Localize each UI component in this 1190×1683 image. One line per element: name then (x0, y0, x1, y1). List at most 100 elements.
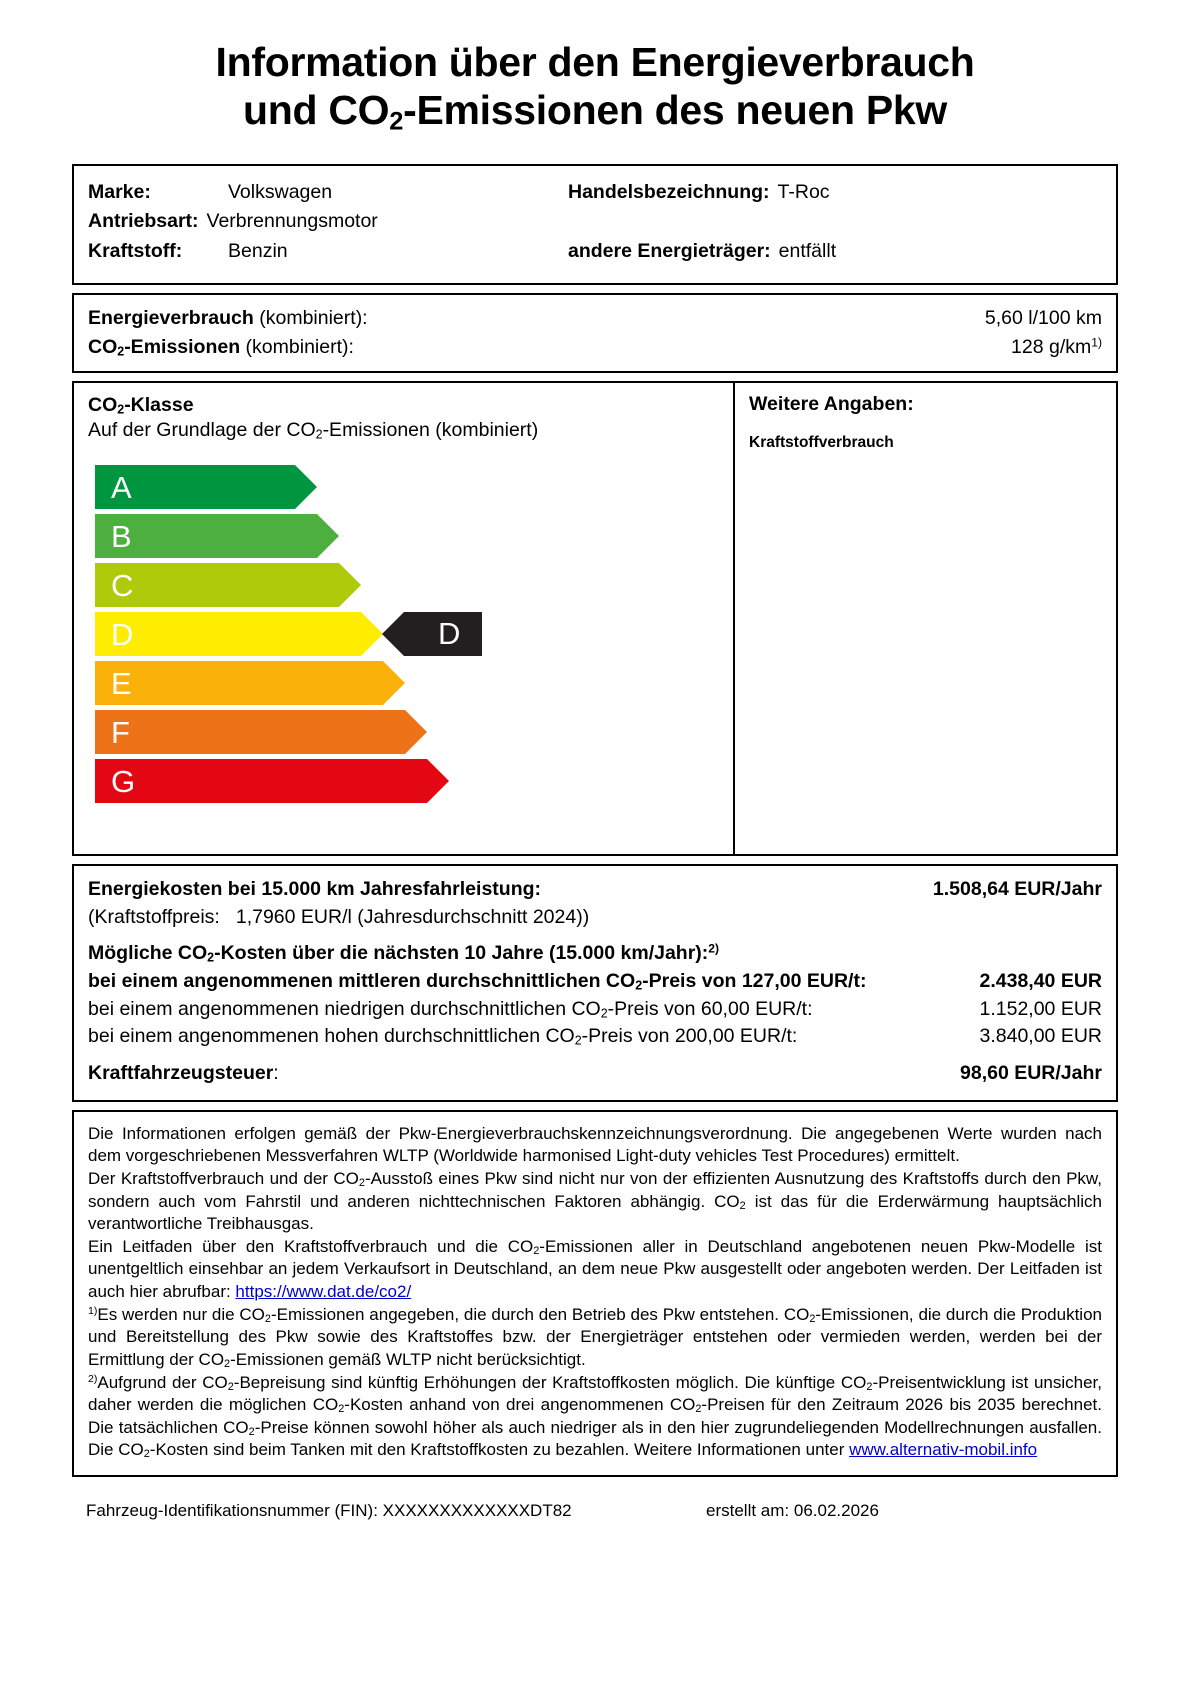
co2-class-bar-letter: D (111, 616, 134, 652)
brand-label: Marke: (88, 180, 151, 203)
co2-cost-mid-label: bei einem angenommenen mittleren durchsc… (88, 970, 867, 993)
co2-class-bar-g: G (95, 759, 733, 804)
co2-subscript: 2 (866, 1380, 873, 1393)
legal-paragraph-3: Ein Leitfaden über den Kraftstoffverbrau… (88, 1236, 1102, 1302)
further-info-section-title: Kraftstoffverbrauch (749, 433, 894, 451)
co2-class-bar-e: E (95, 661, 733, 706)
fuel-price-text: (Kraftstoffpreis: 1,7960 EUR/l (Jahresdur… (88, 905, 590, 928)
co2-class-bar-body: G (95, 759, 449, 804)
co2-subscript: 2 (227, 1380, 234, 1393)
co2-cost-high-row: bei einem angenommenen hohen durchschnit… (88, 1023, 1102, 1051)
footnote-2-marker: 2) (88, 1372, 98, 1385)
vehicle-row-fuel: Kraftstoff: Benzin andere Energieträger:… (88, 239, 1102, 262)
energy-cost-label: Energiekosten bei 15.000 km Jahresfahrle… (88, 877, 542, 900)
co2-class-bar-body: B (95, 514, 339, 559)
fuel-label: Kraftstoff: (88, 239, 183, 262)
page-title-line2: und CO2-Emissionen des neuen Pkw (243, 87, 947, 136)
co2-subscript: 2 (117, 344, 125, 359)
page-title-line1: Information über den Energieverbrauch (72, 38, 1118, 86)
energy-cost-row: Energiekosten bei 15.000 km Jahresfahrle… (88, 876, 1102, 904)
other-energy-label: andere Energieträger: (568, 239, 771, 262)
co2-subscript: 2 (117, 402, 125, 417)
co2-subscript: 2 (809, 1312, 816, 1325)
footnote-1: 1)Es werden nur die CO2-Emissionen angeg… (88, 1304, 1102, 1371)
co2-cost-mid-row: bei einem angenommenen mittleren durchsc… (88, 968, 1102, 996)
co2-emissions-row: CO2-Emissionen (kombiniert): 128 g/km1) (88, 333, 1102, 361)
co2-class-selected-letter: D (438, 616, 461, 652)
co2-class-bar-d: D (95, 612, 733, 657)
co2-subscript: 2 (739, 1199, 746, 1212)
co2-subscript: 2 (574, 1033, 582, 1048)
co2-subscript: 2 (533, 1245, 540, 1258)
vehicle-tax-label: Kraftfahrzeugsteuer: (88, 1062, 279, 1085)
vehicle-row-brand: Marke: Volkswagen Handelsbezeichnung: T-… (88, 180, 1102, 203)
co2-subscript: 2 (389, 107, 404, 136)
dat-co2-guide-link[interactable]: https://www.dat.de/co2/ (235, 1282, 412, 1302)
co2-class-bar-c: C (95, 563, 733, 608)
co2-class-bar-letter: A (111, 469, 132, 505)
co2-class-bar-body: C (95, 563, 361, 608)
co2-cost-high-label: bei einem angenommenen hohen durchschnit… (88, 1025, 798, 1048)
vehicle-info-box: Marke: Volkswagen Handelsbezeichnung: T-… (72, 163, 1118, 286)
footer: Fahrzeug-Identifikationsnummer (FIN): XX… (72, 1485, 1118, 1521)
co2-class-heading: CO2-Klasse (88, 393, 194, 417)
footnote-1-marker: 1) (88, 1304, 98, 1317)
co2-class-bar-body: F (95, 710, 427, 755)
co2-subscript: 2 (338, 1403, 345, 1416)
co2-class-selected-marker: D (381, 611, 483, 656)
model-value: T-Roc (777, 180, 830, 203)
vin-value: XXXXXXXXXXXXXDT82 (382, 1501, 572, 1521)
energy-cost-value: 1.508,64 EUR/Jahr (932, 877, 1102, 900)
footnote-ref-2: 2) (708, 941, 720, 956)
co2-cost-low-label: bei einem angenommenen niedrigen durchsc… (88, 997, 813, 1021)
co2-class-bar-body: E (95, 661, 405, 706)
vin-field: Fahrzeug-Identifikationsnummer (FIN): XX… (86, 1501, 706, 1521)
costs-box: Energiekosten bei 15.000 km Jahresfahrle… (72, 863, 1118, 1102)
vehicle-tax-value: 98,60 EUR/Jahr (960, 1062, 1102, 1085)
co2-class-box: CO2-Klasse Auf der Grundlage der CO2-Emi… (72, 380, 1118, 856)
created-value: 06.02.2026 (793, 1501, 879, 1521)
page-title: Information über den Energieverbrauch un… (72, 0, 1118, 138)
further-info-title: Weitere Angaben: (749, 392, 914, 415)
co2-subscript: 2 (207, 950, 215, 965)
co2-subscript: 2 (143, 1448, 150, 1461)
co2-class-bar-body: A (95, 465, 317, 510)
legal-paragraph-1: Die Informationen erfolgen gemäß der Pkw… (88, 1123, 1102, 1166)
co2-class-subheading: Auf der Grundlage der CO2-Emissionen (ko… (88, 419, 539, 442)
co2-class-bar-body: D (95, 612, 383, 657)
co2-subscript: 2 (264, 1312, 271, 1325)
co2-emissions-label: CO2-Emissionen (kombiniert): (88, 335, 354, 359)
footnote-2: 2)Aufgrund der CO2-Bepreisung sind künft… (88, 1372, 1102, 1461)
vehicle-tax-row: Kraftfahrzeugsteuer: 98,60 EUR/Jahr (88, 1060, 1102, 1088)
co2-class-bar-letter: C (111, 567, 134, 603)
brand-value: Volkswagen (228, 180, 333, 203)
co2-subscript: 2 (224, 1358, 231, 1371)
further-info-panel: Weitere Angaben: Kraftstoffverbrauch (735, 383, 1116, 854)
co2-class-bar-letter: E (111, 665, 132, 701)
fuel-value: Benzin (228, 239, 288, 262)
alternativ-mobil-link[interactable]: www.alternativ-mobil.info (849, 1440, 1038, 1460)
footnote-ref-1: 1) (1091, 335, 1102, 350)
legal-notes-box: Die Informationen erfolgen gemäß der Pkw… (72, 1109, 1118, 1478)
model-label: Handelsbezeichnung: (568, 180, 770, 203)
co2-subscript: 2 (600, 1006, 608, 1021)
vin-label: Fahrzeug-Identifikationsnummer (FIN): (86, 1501, 383, 1521)
co2-class-bar-letter: F (111, 714, 130, 750)
consumption-box: Energieverbrauch (kombiniert): 5,60 l/10… (72, 293, 1118, 373)
co2-class-scale-panel: CO2-Klasse Auf der Grundlage der CO2-Emi… (74, 382, 735, 854)
co2-cost-low-value: 1.152,00 EUR (979, 997, 1103, 1020)
vehicle-row-drivetrain: Antriebsart: Verbrennungsmotor (88, 212, 1102, 232)
co2-class-bar-letter: G (111, 763, 136, 799)
co2-class-bar-f: F (95, 710, 733, 755)
legal-paragraph-2: Der Kraftstoffverbrauch und der CO2-Auss… (88, 1169, 1102, 1234)
co2-subscript: 2 (248, 1425, 255, 1438)
co2-cost-high-value: 3.840,00 EUR (979, 1025, 1103, 1048)
fuel-price-row: (Kraftstoffpreis: 1,7960 EUR/l (Jahresdur… (88, 904, 1102, 932)
co2-subscript: 2 (695, 1403, 702, 1416)
drivetrain-label: Antriebsart: (88, 210, 199, 233)
co2-cost-heading: Mögliche CO2-Kosten über die nächsten 10… (88, 941, 720, 965)
energy-consumption-value: 5,60 l/100 km (984, 307, 1102, 330)
created-label: erstellt am: (706, 1501, 794, 1521)
co2-subscript: 2 (358, 1177, 365, 1190)
